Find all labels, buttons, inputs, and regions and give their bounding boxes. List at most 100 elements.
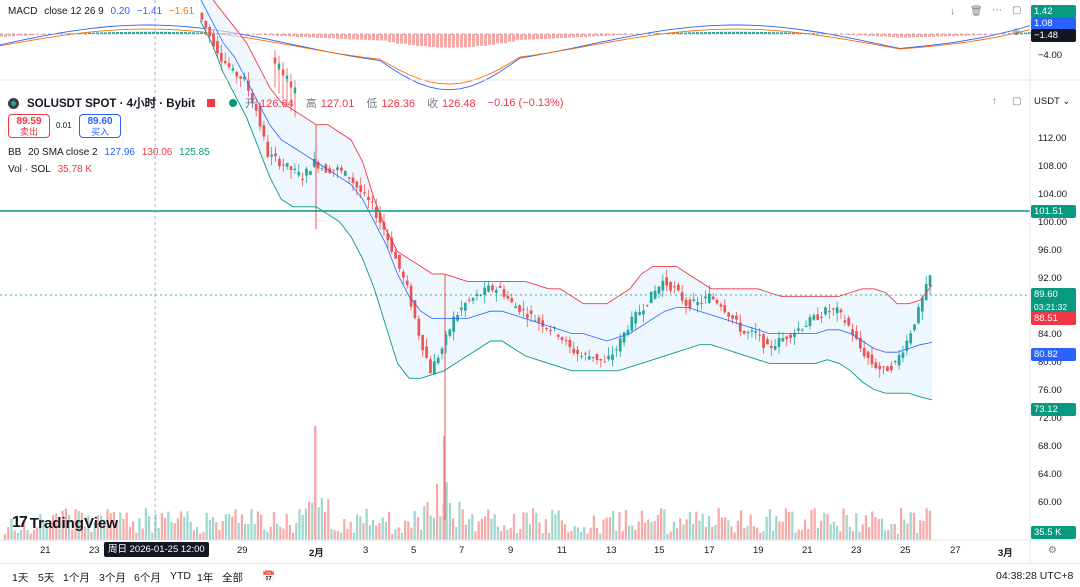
candle-body bbox=[591, 356, 595, 358]
flag-icon[interactable] bbox=[207, 99, 216, 107]
volume-bar bbox=[404, 520, 407, 540]
range-button[interactable]: YTD bbox=[170, 570, 191, 582]
candle-body bbox=[634, 312, 638, 324]
candle-body bbox=[340, 167, 343, 171]
vol-value: 35.78 K bbox=[57, 164, 93, 175]
macd-histogram-bar bbox=[8, 34, 11, 37]
sell-button[interactable]: 89.59 卖出 bbox=[8, 114, 50, 138]
macd-histogram-bar bbox=[936, 34, 939, 37]
macd-histogram-bar bbox=[952, 34, 955, 37]
volume-bar bbox=[276, 523, 279, 540]
range-button[interactable]: 全部 bbox=[222, 572, 243, 584]
volume-bar bbox=[212, 516, 215, 540]
macd-histogram-bar bbox=[440, 34, 443, 48]
maximize-icon[interactable]: ▢ bbox=[1012, 5, 1022, 16]
macd-histogram-bar bbox=[444, 34, 447, 48]
arrow-down-icon[interactable]: ↓ bbox=[950, 6, 955, 17]
volume-bar bbox=[493, 514, 496, 540]
range-button[interactable]: 5天 bbox=[38, 572, 55, 584]
volume-bar bbox=[688, 512, 691, 540]
volume-bar bbox=[727, 520, 730, 540]
volume-bar bbox=[445, 481, 448, 540]
settings-icon[interactable]: ⚙ bbox=[1048, 545, 1057, 556]
volume-bar bbox=[842, 508, 845, 540]
volume-bar bbox=[39, 514, 42, 540]
macd-histogram-bar bbox=[184, 32, 187, 34]
volume-bar bbox=[196, 526, 199, 540]
macd-histogram-bar bbox=[796, 32, 799, 34]
candle-body bbox=[843, 320, 847, 323]
calendar-icon[interactable]: 📅 bbox=[262, 571, 276, 583]
bb-params: 20 SMA close 2 bbox=[28, 147, 98, 158]
candle-body bbox=[491, 285, 494, 291]
symbol-title[interactable]: SOLUSDT SPOT · 4小时 · Bybit bbox=[27, 98, 196, 110]
trash-icon[interactable]: 🗑 bbox=[970, 6, 983, 17]
range-button[interactable]: 1天 bbox=[12, 572, 29, 584]
range-button[interactable]: 1个月 bbox=[63, 572, 90, 584]
candle-body bbox=[773, 346, 777, 350]
macd-histogram-bar bbox=[876, 34, 879, 37]
add-icon[interactable]: ⊕ bbox=[1012, 27, 1021, 38]
time-tick: 3 bbox=[363, 545, 369, 556]
macd-histogram-bar bbox=[0, 34, 3, 37]
macd-histogram-bar bbox=[336, 34, 339, 39]
macd-legend[interactable]: MACD close 12 26 9 0.20 −1.41 −1.61 bbox=[8, 6, 198, 17]
volume-bar bbox=[634, 529, 637, 540]
candle-body bbox=[560, 337, 564, 341]
volume-bar bbox=[922, 520, 925, 540]
volume-bar bbox=[800, 529, 803, 540]
clock[interactable]: 04:38:28 UTC+8 bbox=[996, 570, 1074, 582]
candle-body bbox=[336, 167, 339, 170]
fullscreen-icon[interactable]: ▢ bbox=[1012, 96, 1022, 107]
macd-histogram-bar bbox=[104, 32, 107, 34]
volume-bar bbox=[13, 530, 16, 540]
currency-select[interactable]: USDT ⌄ bbox=[1034, 96, 1070, 107]
candle-body bbox=[828, 311, 831, 313]
macd-histogram-bar bbox=[860, 34, 863, 36]
macd-histogram-bar bbox=[360, 34, 363, 40]
macd-histogram-bar bbox=[504, 34, 507, 44]
volume-bar bbox=[468, 518, 471, 540]
candle-body bbox=[533, 320, 537, 322]
bb-label: BB bbox=[8, 147, 22, 158]
macd-params: close 12 26 9 bbox=[44, 6, 104, 17]
candle-body bbox=[626, 329, 630, 335]
volume-bar bbox=[148, 515, 151, 540]
current-price-tag: 89.60 03:21:32 bbox=[1031, 288, 1076, 314]
volume-bar bbox=[77, 510, 80, 540]
volume-bar bbox=[637, 521, 640, 540]
volume-bar bbox=[756, 527, 759, 540]
candle-body bbox=[696, 301, 700, 306]
vol-label: Vol · SOL bbox=[8, 164, 51, 175]
macd-histogram-bar bbox=[468, 34, 471, 47]
macd-histogram-bar bbox=[956, 34, 959, 36]
candle-body bbox=[281, 69, 285, 76]
candle-body bbox=[804, 325, 808, 328]
tradingview-logo[interactable]: 17 TradingView bbox=[12, 514, 118, 532]
volume-bar bbox=[644, 522, 647, 540]
volume-legend[interactable]: Vol · SOL 35.78 K bbox=[8, 164, 96, 175]
candle-body bbox=[584, 353, 587, 355]
candle-body bbox=[309, 171, 312, 175]
macd-histogram-bar bbox=[160, 31, 163, 34]
range-button[interactable]: 1年 bbox=[197, 572, 214, 584]
candle-body bbox=[746, 332, 750, 334]
range-button[interactable]: 6个月 bbox=[134, 572, 161, 584]
volume-bar bbox=[650, 522, 653, 540]
bb-legend[interactable]: BB 20 SMA close 2 127.96 130.06 125.85 bbox=[8, 147, 214, 158]
volume-bar bbox=[810, 509, 813, 540]
symbol-legend[interactable]: SOLUSDT SPOT · 4小时 · Bybit 开 126.64 高 127.… bbox=[8, 95, 568, 111]
range-button[interactable]: 3个月 bbox=[99, 572, 126, 584]
volume-bar bbox=[519, 529, 522, 540]
arrow-up-icon[interactable]: ↑ bbox=[992, 96, 997, 107]
volume-bar bbox=[612, 511, 615, 540]
buy-button[interactable]: 89.60 买入 bbox=[79, 114, 121, 138]
more-icon[interactable]: ⋯ bbox=[992, 5, 1002, 16]
macd-histogram-bar bbox=[536, 34, 539, 40]
volume-tag: 35.5 K bbox=[1031, 526, 1076, 539]
candle-body bbox=[587, 356, 591, 360]
candle-body bbox=[742, 330, 746, 334]
macd-histogram-bar bbox=[188, 32, 191, 34]
price-tick: 60.00 bbox=[1038, 497, 1062, 508]
